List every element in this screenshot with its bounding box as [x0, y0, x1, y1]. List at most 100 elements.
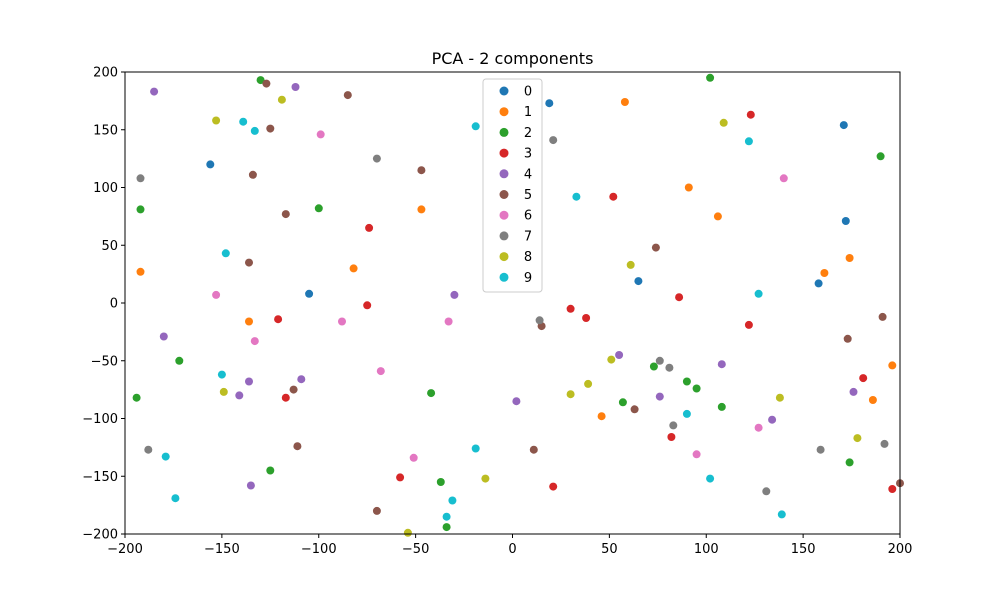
x-tick-label: 150: [791, 542, 816, 557]
y-tick-label: 50: [101, 239, 118, 254]
legend-marker: [499, 272, 509, 282]
data-point-class-8: [853, 434, 862, 443]
data-point-class-1: [713, 212, 722, 221]
legend-marker: [499, 210, 509, 220]
data-point-class-2: [427, 389, 436, 398]
data-point-class-8: [584, 379, 593, 388]
data-point-class-3: [281, 393, 290, 402]
x-tick-label: 100: [694, 542, 719, 557]
data-point-class-3: [859, 374, 868, 383]
data-point-class-9: [171, 494, 180, 503]
legend-label: 2: [524, 126, 532, 141]
data-point-class-1: [620, 98, 629, 106]
data-point-class-1: [597, 412, 606, 421]
data-point-class-3: [675, 293, 684, 302]
data-point-class-0: [206, 160, 215, 169]
data-point-class-0: [839, 121, 848, 130]
x-tick-label: 0: [508, 542, 516, 557]
data-point-class-1: [684, 183, 693, 192]
data-point-class-3: [566, 304, 575, 313]
data-point-class-5: [262, 79, 271, 88]
data-point-class-5: [630, 405, 639, 414]
data-points-layer: [132, 73, 904, 537]
data-point-class-5: [248, 170, 257, 179]
legend-marker: [499, 148, 509, 158]
data-point-class-3: [609, 192, 618, 201]
data-point-class-4: [235, 391, 244, 400]
legend-label: 4: [524, 167, 532, 182]
data-point-class-6: [338, 317, 346, 326]
legend-label: 6: [524, 209, 532, 224]
data-point-class-7: [816, 445, 825, 454]
data-point-class-6: [444, 317, 453, 326]
data-point-class-2: [442, 523, 451, 532]
y-tick-label: 200: [93, 66, 118, 81]
data-point-class-6: [409, 453, 418, 462]
legend-label: 3: [524, 147, 532, 162]
data-point-class-6: [250, 337, 259, 346]
data-point-class-5: [343, 91, 352, 100]
y-tick-label: −100: [82, 412, 118, 427]
data-point-class-5: [372, 506, 381, 515]
data-point-class-6: [316, 130, 325, 139]
data-point-class-8: [775, 393, 784, 402]
data-point-class-3: [365, 223, 374, 232]
legend-label: 9: [524, 271, 532, 286]
data-point-class-3: [744, 320, 753, 329]
legend-label: 0: [524, 85, 532, 100]
plot-frame: [124, 71, 901, 535]
data-point-class-2: [136, 205, 145, 214]
data-point-class-9: [221, 249, 230, 258]
data-point-class-7: [144, 445, 153, 454]
data-point-class-4: [291, 83, 300, 91]
y-tick-label: −150: [82, 470, 118, 485]
data-point-class-8: [219, 387, 228, 396]
legend-marker: [499, 127, 509, 137]
legend-marker: [499, 86, 509, 96]
data-point-class-0: [545, 99, 554, 108]
data-point-class-7: [549, 136, 558, 145]
legend-marker: [499, 190, 509, 199]
y-tick-label: 150: [93, 123, 118, 138]
data-point-class-4: [655, 392, 664, 401]
data-point-class-4: [150, 87, 159, 96]
data-point-class-0: [814, 279, 823, 288]
data-point-class-4: [768, 415, 777, 424]
data-point-class-4: [246, 481, 255, 490]
y-tick-label: −50: [91, 354, 118, 369]
data-point-class-4: [717, 360, 726, 369]
data-point-class-7: [665, 363, 674, 372]
data-point-class-1: [888, 361, 897, 370]
data-point-class-9: [442, 512, 451, 521]
data-point-class-9: [682, 409, 691, 418]
data-point-class-2: [618, 398, 627, 407]
data-point-class-5: [529, 445, 538, 454]
data-point-class-3: [888, 485, 897, 493]
legend-label: 8: [524, 250, 532, 265]
data-point-class-3: [549, 482, 558, 491]
data-point-class-5: [878, 312, 887, 321]
data-point-class-7: [372, 154, 381, 163]
data-point-class-6: [376, 367, 385, 376]
data-point-class-9: [471, 122, 480, 131]
data-point-class-7: [136, 174, 145, 183]
data-point-class-9: [448, 496, 457, 505]
data-point-class-9: [239, 117, 248, 126]
data-point-class-7: [535, 316, 544, 325]
data-point-class-7: [762, 487, 771, 496]
data-point-class-9: [471, 444, 480, 453]
data-point-class-5: [651, 243, 660, 252]
data-point-class-9: [744, 137, 753, 146]
x-tick-label: 50: [601, 542, 618, 557]
data-point-class-8: [566, 390, 575, 399]
data-point-class-5: [843, 334, 852, 343]
data-point-class-7: [655, 356, 664, 365]
data-point-class-1: [820, 269, 829, 277]
data-point-class-1: [349, 264, 358, 273]
data-point-class-9: [754, 289, 763, 298]
data-point-class-9: [706, 474, 715, 483]
data-point-class-6: [754, 423, 763, 432]
legend-marker: [499, 107, 509, 117]
data-point-class-4: [297, 375, 306, 384]
data-point-class-7: [669, 421, 678, 430]
